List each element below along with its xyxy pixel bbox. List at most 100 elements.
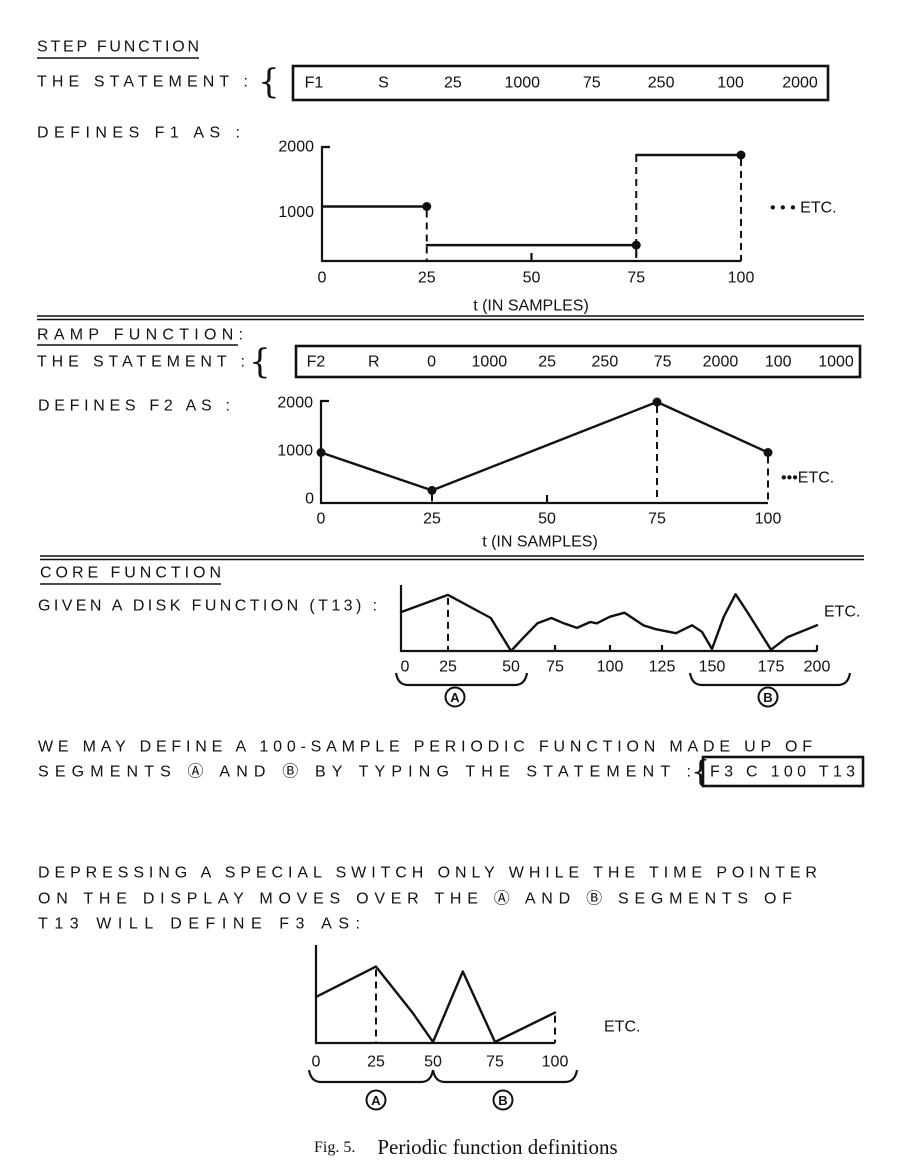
disk-function-chart: 0 25 50 75 100 125 150 175 200 A B <box>394 585 852 708</box>
core-etc: ETC. <box>824 604 860 621</box>
statement-token: 1000 <box>818 354 854 371</box>
x-tick-label: 200 <box>804 659 831 676</box>
statement-token: 25 <box>538 354 556 371</box>
step-brace: { <box>258 62 280 102</box>
segment-circle <box>365 1089 387 1111</box>
step-chart: 2000 1000 0 25 50 75 100 t (IN SAMPLES) <box>278 139 754 315</box>
statement-token: 2000 <box>703 354 739 371</box>
statement-token: 100 <box>717 75 744 92</box>
x-tick-label: 50 <box>424 1054 442 1071</box>
statement-token: 2000 <box>782 75 818 92</box>
statement-token: 250 <box>592 354 619 371</box>
ramp-function-title: RAMP FUNCTION: <box>37 327 243 344</box>
result-etc: ETC. <box>604 1019 640 1036</box>
disk-function-curve <box>399 593 819 653</box>
segment-label: B <box>763 690 772 705</box>
statement-token: 250 <box>648 75 675 92</box>
x-tick-label: 175 <box>758 659 785 676</box>
y-tick-label: 2000 <box>277 395 313 412</box>
step-statement-tokens: F1 S 25 1000 75 250 100 2000 <box>305 75 818 92</box>
ramp-chart: 2000 1000 00 25 50 75 100 t (IN SAMPLES) <box>277 395 781 551</box>
statement-token: 1000 <box>472 354 508 371</box>
axes <box>320 145 741 263</box>
data-point <box>316 448 326 457</box>
segment-circle <box>444 686 466 708</box>
data-point <box>652 397 662 407</box>
core-function-title: CORE FUNCTION <box>40 565 221 582</box>
axes <box>319 399 768 505</box>
step-statement-label: THE STATEMENT : <box>37 74 248 91</box>
statement-token: 0 <box>427 354 436 371</box>
x-tick-label: 150 <box>699 659 726 676</box>
ramp-statement-tokens: F2 R 0 1000 25 250 75 2000 100 1000 <box>307 354 854 371</box>
x-tick-label: 75 <box>486 1054 504 1071</box>
x-tick-label: 125 <box>649 659 676 676</box>
x-tick-label: 100 <box>597 659 624 676</box>
statement-token: 1000 <box>504 75 540 92</box>
figure-caption-text: Periodic function definitions <box>377 1135 617 1159</box>
core-given-label: GIVEN A DISK FUNCTION (T13) : <box>38 598 377 615</box>
x-tick-label: 50 <box>523 270 541 287</box>
step-defines-label: DEFINES F1 AS : <box>37 125 240 142</box>
x-tick-label: 100 <box>728 270 755 287</box>
statement-token: 75 <box>583 75 601 92</box>
ramp-etc: •••ETC. <box>781 470 834 487</box>
statement-token: 75 <box>654 354 672 371</box>
statement-token: F1 <box>305 75 324 92</box>
step-statement-box <box>291 64 830 102</box>
para1-line2: SEGMENTS Ⓐ AND Ⓑ BY TYPING THE STATEMENT… <box>38 763 691 781</box>
ramp-line <box>319 400 770 492</box>
statement-token: 100 <box>765 354 792 371</box>
statement-token: S <box>378 75 389 92</box>
x-tick-label: 0 <box>401 659 410 676</box>
core-brace: { <box>691 755 710 790</box>
data-point <box>736 150 746 160</box>
para2-line1: DEPRESSING A SPECIAL SWITCH ONLY WHILE T… <box>38 865 817 882</box>
x-tick-label: 25 <box>423 511 441 528</box>
x-tick-label: 25 <box>439 659 457 676</box>
x-tick-label: 75 <box>546 659 564 676</box>
x-tick-label: 75 <box>648 511 666 528</box>
segment-circle <box>757 686 779 708</box>
x-tick-label: 100 <box>542 1054 569 1071</box>
x-tick-label: 75 <box>627 270 645 287</box>
axes <box>399 585 817 653</box>
statement-token: R <box>368 354 380 371</box>
x-tick-label: 0 <box>317 511 326 528</box>
ramp-statement-label: THE STATEMENT : <box>37 354 245 371</box>
statement-token: F2 <box>307 354 326 371</box>
segment-a-brace <box>394 672 529 687</box>
x-axis-label: t (IN SAMPLES) <box>482 534 598 551</box>
figure-number: Fig. 5. <box>314 1139 355 1156</box>
ramp-defines-label: DEFINES F2 AS : <box>38 398 230 415</box>
core-statement-box <box>701 755 865 788</box>
segment-b-brace <box>688 672 852 687</box>
ramp-statement-box <box>294 344 862 379</box>
x-tick-label: 25 <box>418 270 436 287</box>
x-tick-label: 50 <box>538 511 556 528</box>
segment-label: B <box>498 1093 507 1108</box>
figure-caption: Fig. 5. Periodic function definitions <box>314 1135 618 1159</box>
statement-token: 25 <box>444 75 462 92</box>
step-etc: • • • ETC. <box>770 200 837 217</box>
para2-line3: T13 WILL DEFINE F3 AS: <box>38 916 360 933</box>
x-tick-label: 50 <box>502 659 520 676</box>
para1-line1: WE MAY DEFINE A 100-SAMPLE PERIODIC FUNC… <box>38 739 812 756</box>
y-tick-label: 2000 <box>278 139 314 156</box>
y-tick-label: 1000 <box>277 443 313 460</box>
ramp-brace: { <box>249 342 271 382</box>
segment-a-brace <box>307 1069 435 1084</box>
f3-curve <box>314 965 557 1044</box>
f3-result-chart: 0 25 50 75 100 A B <box>307 945 579 1111</box>
core-statement: F3 C 100 T13 <box>710 764 855 781</box>
segment-label: A <box>371 1093 381 1108</box>
segment-b-brace <box>431 1069 579 1084</box>
y-tick-label: 1000 <box>278 204 314 221</box>
x-tick-label: 100 <box>755 511 782 528</box>
x-axis-label: t (IN SAMPLES) <box>473 298 589 315</box>
data-point <box>427 485 437 495</box>
segment-circle <box>492 1089 514 1111</box>
data-point <box>763 448 773 457</box>
